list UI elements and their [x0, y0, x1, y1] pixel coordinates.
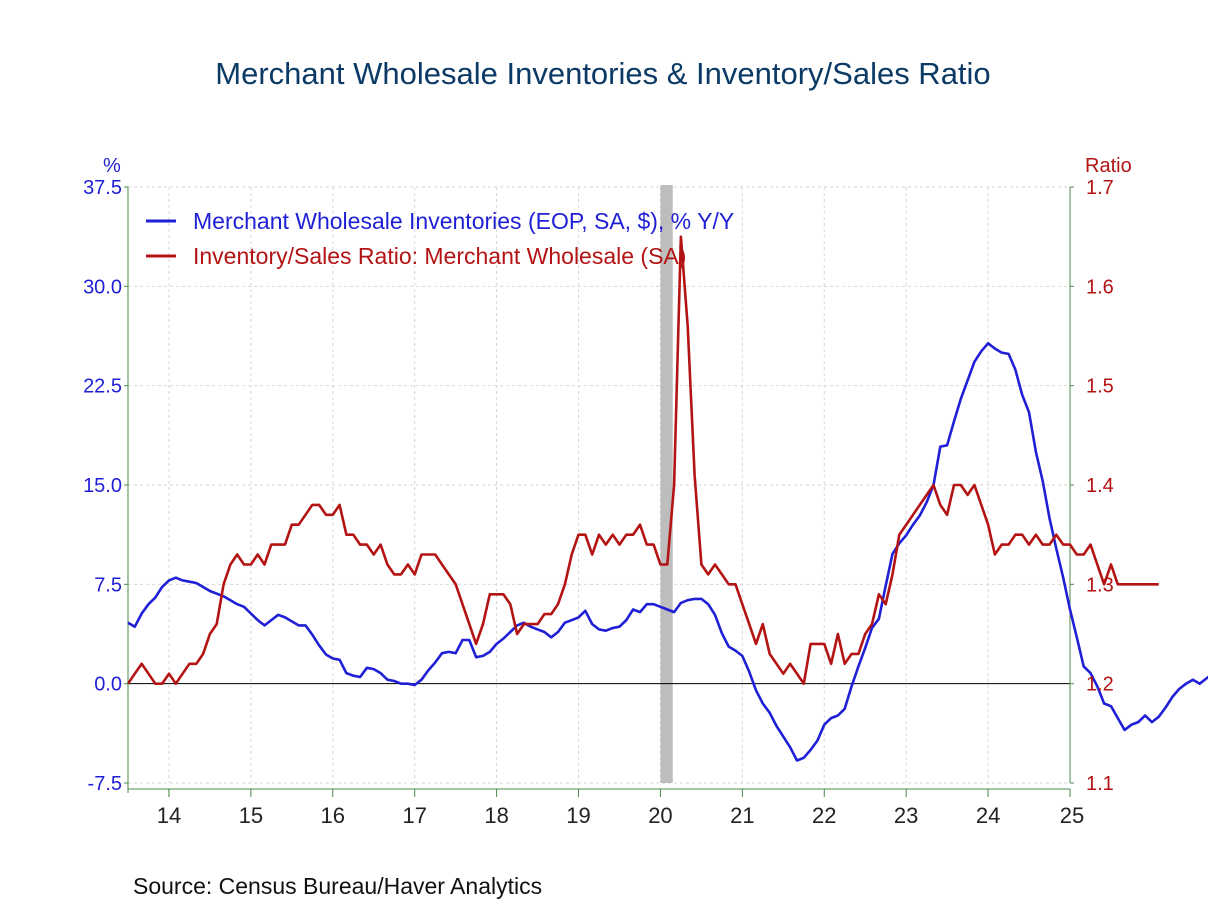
left-axis-ticks: 37.5 30.0 22.5 15.0 7.5 0.0 -7.5	[83, 177, 128, 795]
left-tick-label: 30.0	[83, 276, 122, 298]
x-tick-label: 15	[239, 803, 263, 828]
left-tick-label: 0.0	[94, 674, 122, 696]
x-tick-label: 25	[1060, 803, 1084, 828]
legend: Merchant Wholesale Inventories (EOP, SA,…	[146, 208, 734, 269]
x-tick-label: 23	[894, 803, 918, 828]
x-tick-label: 20	[648, 803, 672, 828]
x-axis-ticks: 14 15 16 17 18 19 20 21 22 23 24 25	[157, 803, 1085, 828]
x-tick-label: 24	[976, 803, 1000, 828]
right-tick-label: 1.3	[1086, 574, 1114, 596]
right-tick-label: 1.2	[1086, 674, 1114, 696]
left-tick-label: 22.5	[83, 376, 122, 398]
chart-title: Merchant Wholesale Inventories & Invento…	[215, 56, 990, 91]
x-tick-label: 19	[566, 803, 590, 828]
x-tick-label: 17	[402, 803, 426, 828]
right-tick-label: 1.1	[1086, 773, 1114, 795]
right-tick-label: 1.4	[1086, 475, 1114, 497]
right-tick-label: 1.5	[1086, 376, 1114, 398]
series-layer	[126, 235, 1208, 762]
series-line-inventories	[127, 341, 1208, 762]
x-tick-label: 16	[321, 803, 345, 828]
legend-label-ratio: Inventory/Sales Ratio: Merchant Wholesal…	[193, 243, 686, 269]
left-axis-unit: %	[103, 155, 121, 177]
right-axis-ticks: 1.7 1.6 1.5 1.4 1.3 1.2 1.1	[1070, 177, 1114, 795]
legend-label-inventories: Merchant Wholesale Inventories (EOP, SA,…	[193, 208, 734, 234]
x-tick-label: 14	[157, 803, 181, 828]
left-tick-label: -7.5	[88, 773, 122, 795]
x-tick-label: 22	[812, 803, 836, 828]
source-note: Source: Census Bureau/Haver Analytics	[133, 873, 542, 899]
right-tick-label: 1.6	[1086, 276, 1114, 298]
right-axis-unit: Ratio	[1085, 155, 1132, 177]
x-tick-label: 18	[484, 803, 508, 828]
left-tick-label: 15.0	[83, 475, 122, 497]
grid	[128, 186, 1071, 784]
left-tick-label: 37.5	[83, 177, 122, 199]
recession-shading	[660, 185, 673, 783]
recession-band	[660, 185, 673, 783]
x-tick-label: 21	[730, 803, 754, 828]
left-tick-label: 7.5	[94, 574, 122, 596]
series-line-ratio	[126, 235, 1159, 686]
right-tick-label: 1.7	[1086, 177, 1114, 199]
